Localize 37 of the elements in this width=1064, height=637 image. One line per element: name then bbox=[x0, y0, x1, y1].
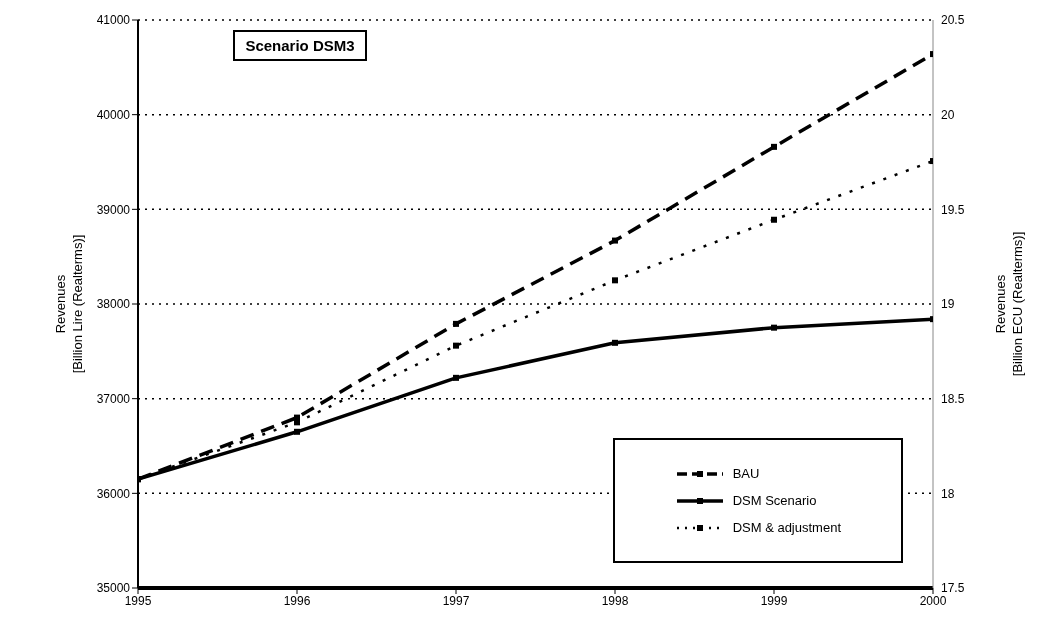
point bbox=[612, 237, 618, 244]
point bbox=[771, 143, 777, 150]
y-tick-label: 35000 bbox=[96, 581, 131, 596]
x-tick-label: 2000 bbox=[919, 593, 947, 608]
y2-tick-label: 20 bbox=[941, 107, 955, 122]
point bbox=[612, 339, 618, 346]
y2-tick-label: 18 bbox=[941, 486, 955, 501]
x-tick-label: 1995 bbox=[124, 593, 152, 608]
y-tick-label: 41000 bbox=[96, 13, 131, 28]
point bbox=[294, 419, 300, 426]
point bbox=[453, 320, 459, 327]
point bbox=[453, 342, 459, 349]
legend-label: BAU bbox=[732, 466, 760, 481]
y2-tick-label: 20.5 bbox=[941, 13, 965, 28]
y-tick-label: 38000 bbox=[96, 297, 131, 312]
y2-tick-label: 19 bbox=[941, 297, 955, 312]
x-tick-label: 1999 bbox=[760, 593, 788, 608]
text: Scenario DSM3 bbox=[233, 30, 367, 61]
point bbox=[771, 216, 777, 223]
y2-tick-label: 17.5 bbox=[941, 581, 965, 596]
point bbox=[453, 374, 459, 381]
x-tick-label: 1998 bbox=[601, 593, 629, 608]
y-tick-label: 37000 bbox=[96, 391, 131, 406]
point bbox=[771, 324, 777, 331]
y2-tick-label: 18.5 bbox=[941, 391, 965, 406]
x-tick-label: 1997 bbox=[442, 593, 470, 608]
legend-label: DSM & adjustment bbox=[732, 520, 841, 535]
y-tick-label: 40000 bbox=[96, 107, 131, 122]
y2-tick-label: 19.5 bbox=[941, 202, 965, 217]
y-tick-label: 39000 bbox=[96, 202, 131, 217]
point bbox=[612, 277, 618, 284]
y-axis-title: Revenues [Billion Lire (Realterms)] bbox=[53, 234, 85, 374]
point bbox=[294, 428, 300, 435]
y-tick-label: 36000 bbox=[96, 486, 131, 501]
y2-axis-title: Revenues [Billion ECU (Realterms)] bbox=[993, 231, 1025, 377]
x-tick-label: 1996 bbox=[283, 593, 311, 608]
legend-label: DSM Scenario bbox=[732, 493, 817, 508]
